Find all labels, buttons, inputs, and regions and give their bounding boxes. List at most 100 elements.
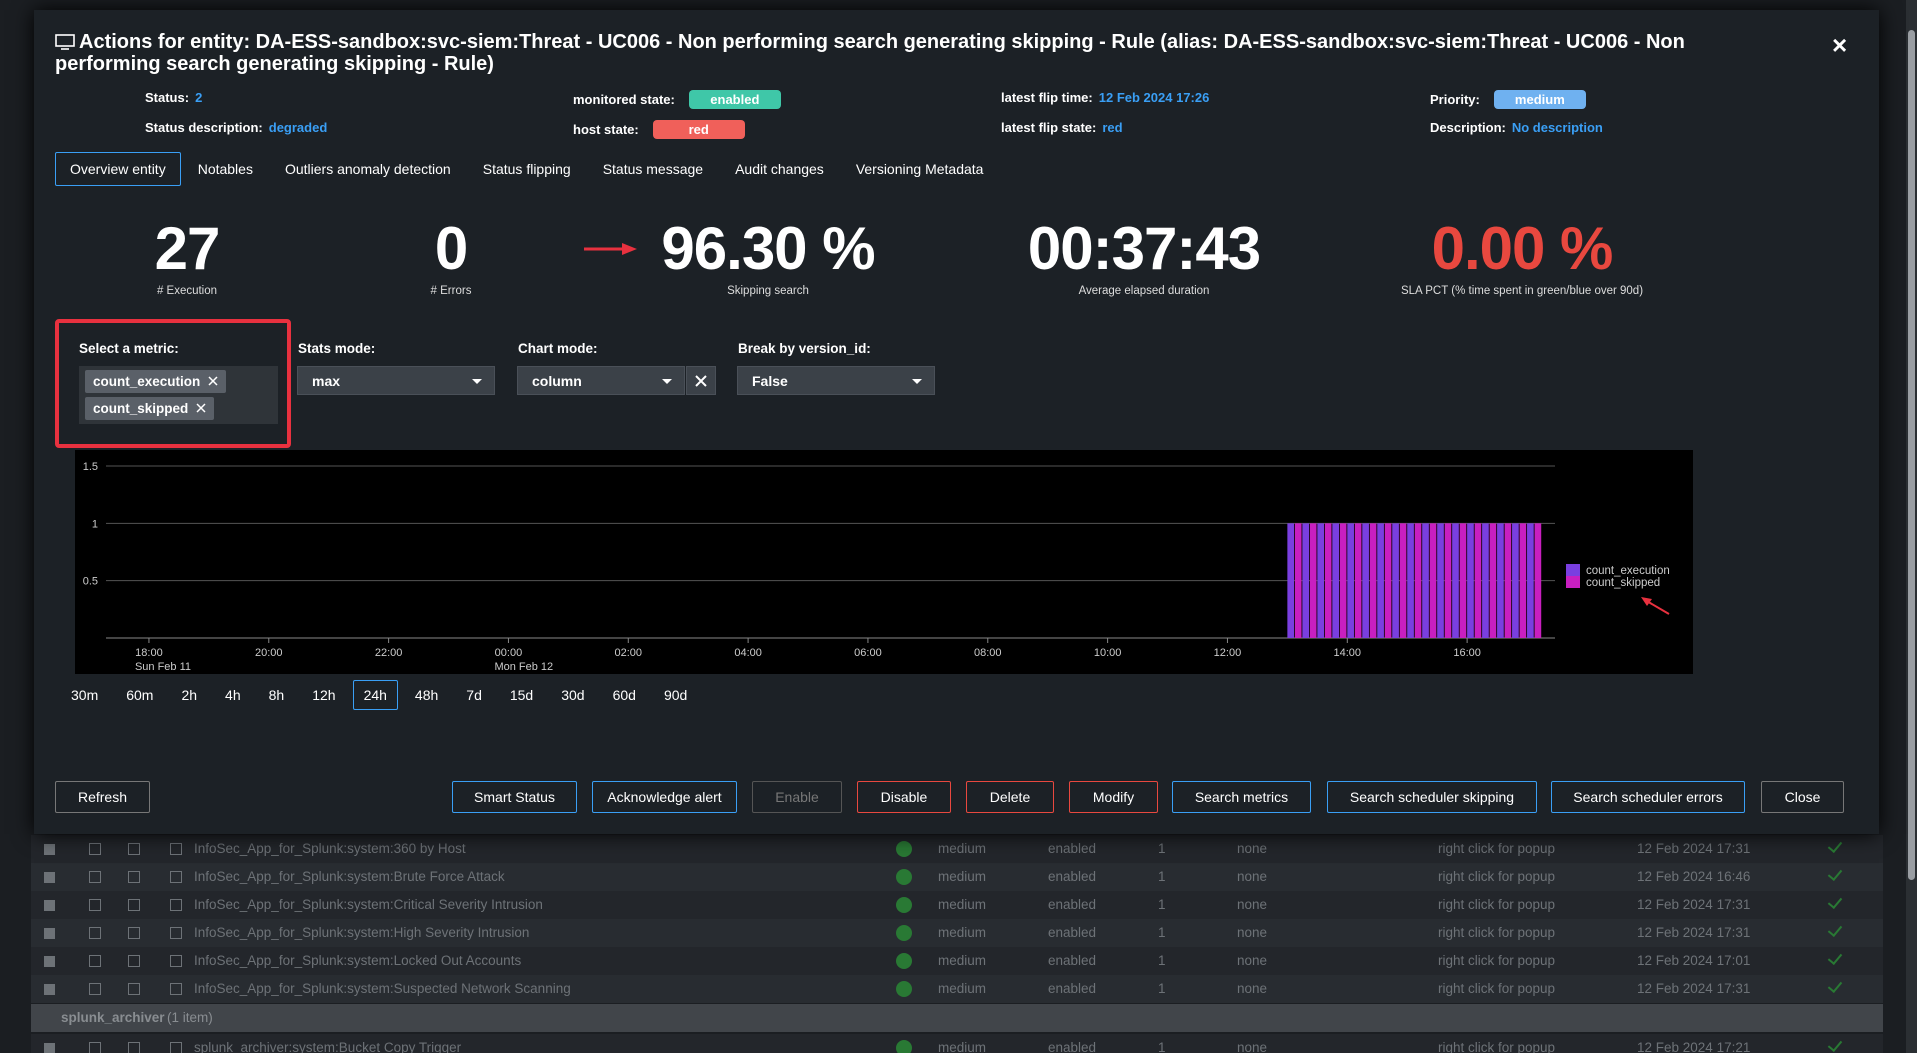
tag-remove[interactable] <box>196 403 206 413</box>
action-button[interactable]: Enable <box>752 781 842 813</box>
tab[interactable]: Notables <box>197 161 253 177</box>
bar <box>1324 523 1332 638</box>
time-range[interactable]: 12h <box>312 687 336 703</box>
action-button[interactable]: Search metrics <box>1172 781 1311 813</box>
time-range[interactable]: 60m <box>126 687 154 703</box>
y-tick-label: 1 <box>92 518 98 530</box>
status-label: Status: <box>145 90 190 105</box>
cell: 1 <box>1158 981 1166 996</box>
cell: none <box>1237 1040 1268 1053</box>
status-value: degraded <box>268 120 328 135</box>
metric-select[interactable]: count_execution count_skipped <box>79 366 278 424</box>
bar <box>1399 523 1407 638</box>
bar <box>1482 523 1489 638</box>
tab[interactable]: Audit changes <box>735 161 824 177</box>
table-row: InfoSec_App_for_Splunk:system:Critical S… <box>31 891 1883 919</box>
time-range[interactable]: 4h <box>225 687 241 703</box>
cell: right click for popup <box>1438 925 1556 940</box>
tab[interactable]: Versioning Metadata <box>855 161 984 177</box>
time-range[interactable]: 30d <box>561 687 585 703</box>
action-button[interactable]: Search scheduler errors <box>1551 781 1745 813</box>
action-button[interactable]: Delete <box>966 781 1054 813</box>
kpi-value: 0 <box>434 215 468 282</box>
row-icon <box>170 899 182 911</box>
cell: enabled <box>1048 953 1097 968</box>
row-checkbox <box>44 844 55 855</box>
status-dot <box>896 981 912 997</box>
row-icon <box>170 983 182 995</box>
x-tick-label: 14:00 <box>1334 647 1362 659</box>
action-button[interactable]: Refresh <box>55 781 150 813</box>
chart: 0.5 1 1.5 18:00 20:00 22:00 00:00 02:00 04:00 06:… <box>75 450 1693 674</box>
cell: 12 Feb 2024 17:31 <box>1637 981 1751 996</box>
dropdown[interactable]: column <box>517 366 685 395</box>
y-tick-label: 0.5 <box>83 576 98 588</box>
x-tick-label: 00:00 <box>495 647 523 659</box>
time-range[interactable]: 60d <box>612 687 636 703</box>
status-label: monitored state: <box>573 92 675 107</box>
time-range[interactable]: 15d <box>509 687 534 703</box>
group-name: splunk_archiver <box>61 1010 165 1025</box>
cell: none <box>1237 841 1268 856</box>
cell: InfoSec_App_for_Splunk:system:360 by Hos… <box>194 841 466 856</box>
cell: InfoSec_App_for_Splunk:system:Critical S… <box>194 897 543 912</box>
status-field: host state: red <box>573 120 745 139</box>
time-range[interactable]: 2h <box>181 687 198 703</box>
cell: enabled <box>1048 897 1097 912</box>
row-icon <box>128 955 140 967</box>
cell: right click for popup <box>1438 1040 1556 1053</box>
action-button[interactable]: Disable <box>857 781 951 813</box>
time-range[interactable]: 48h <box>414 687 439 703</box>
row-icon <box>89 927 101 939</box>
cell: right click for popup <box>1438 897 1556 912</box>
x-tick-label: 04:00 <box>734 647 762 659</box>
modal-title: Actions for entity: DA-ESS-sandbox:svc-s… <box>55 31 1795 75</box>
tag-text: count_skipped <box>93 401 189 416</box>
close-icon[interactable]: × <box>1832 30 1848 60</box>
time-range[interactable]: 90d <box>663 687 688 703</box>
status-value: No description <box>1511 120 1603 135</box>
status-field: Priority: medium <box>1430 90 1586 109</box>
dropdown[interactable]: False <box>737 366 935 395</box>
action-button[interactable]: Close <box>1761 781 1844 813</box>
action-button[interactable]: Modify <box>1069 781 1158 813</box>
cell: enabled <box>1048 869 1097 884</box>
cell: 1 <box>1158 897 1166 912</box>
bar <box>1422 523 1429 638</box>
kpi-label: # Execution <box>156 285 218 297</box>
x-tick-label: 16:00 <box>1453 647 1481 659</box>
dropdown-value: max <box>312 373 341 389</box>
status-value: 2 <box>195 90 203 105</box>
row-icon <box>128 1042 140 1053</box>
row-checkbox <box>44 956 55 967</box>
status-field: latest flip time: 12 Feb 2024 17:26 <box>1001 90 1209 105</box>
group-row[interactable]: splunk_archiver (1 item) <box>31 1004 1883 1032</box>
row-checkbox <box>44 1043 55 1053</box>
time-range[interactable]: 24h <box>352 680 398 710</box>
action-button[interactable]: Search scheduler skipping <box>1327 781 1537 813</box>
tab[interactable]: Status flipping <box>482 161 571 177</box>
kpi-value: 0.00 % <box>1431 215 1614 282</box>
tab[interactable]: Outliers anomaly detection <box>284 161 451 177</box>
action-button[interactable]: Smart Status <box>452 781 577 813</box>
tag-remove[interactable] <box>208 376 218 386</box>
tab[interactable]: Overview entity <box>55 152 181 186</box>
status-field: Status: 2 <box>145 90 202 105</box>
tab[interactable]: Status message <box>602 161 704 177</box>
row-checkbox <box>44 928 55 939</box>
clear-button[interactable] <box>686 366 716 395</box>
time-range[interactable]: 8h <box>268 687 285 703</box>
bar <box>1309 523 1317 638</box>
highlight-box <box>55 319 291 448</box>
cell: InfoSec_App_for_Splunk:system:High Sever… <box>194 925 530 940</box>
kpi-label: # Errors <box>430 285 472 297</box>
cell: medium <box>938 1040 987 1053</box>
scroll-thumb[interactable] <box>1908 30 1915 880</box>
action-button[interactable]: Acknowledge alert <box>592 781 737 813</box>
dropdown[interactable]: max <box>297 366 495 395</box>
time-range[interactable]: 30m <box>71 687 99 703</box>
cell: none <box>1237 925 1268 940</box>
cell: right click for popup <box>1438 869 1556 884</box>
kpi-label: Average elapsed duration <box>1078 285 1210 297</box>
time-range[interactable]: 7d <box>466 687 482 703</box>
